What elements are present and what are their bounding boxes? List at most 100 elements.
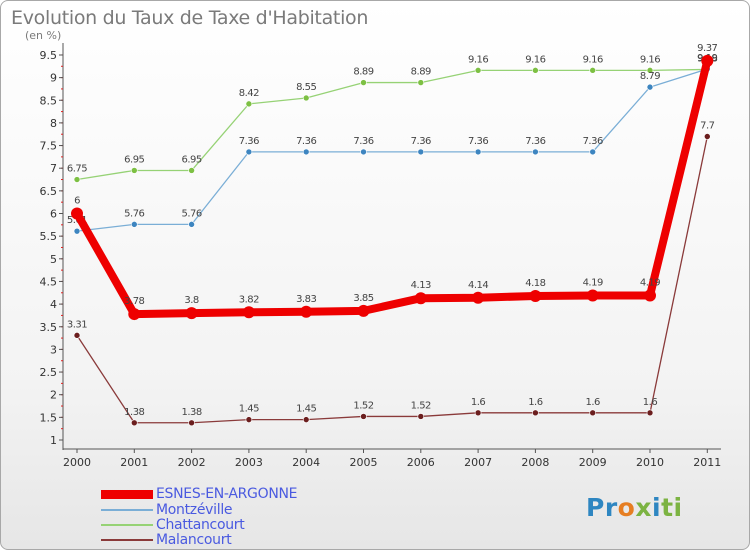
y-tick-label: 5.5 — [40, 230, 58, 243]
x-tick-label: 2002 — [178, 456, 206, 469]
data-label-esnes: 3.83 — [296, 294, 316, 305]
y-tick-label: 5 — [50, 253, 57, 266]
data-point-chattancourt — [646, 67, 654, 74]
data-point-esnes — [644, 289, 656, 302]
x-tick-label: 2008 — [521, 456, 549, 469]
data-point-esnes — [414, 292, 427, 305]
data-label-montzeville: 8.79 — [640, 71, 660, 82]
legend-swatch-montzeville — [101, 509, 153, 511]
data-point-malancourt — [417, 413, 425, 420]
data-point-esnes — [71, 207, 83, 220]
x-tick-label: 2003 — [235, 456, 263, 469]
data-label-malancourt: 1.38 — [124, 407, 144, 418]
y-tick-label: 6 — [50, 208, 57, 221]
data-point-esnes — [185, 307, 198, 320]
y-minor-tick — [61, 246, 63, 248]
data-point-chattancourt — [131, 167, 138, 174]
chart-subtitle: (en %) — [25, 29, 62, 42]
data-label-malancourt: 1.52 — [411, 400, 431, 411]
data-label-chattancourt: 9.16 — [583, 54, 603, 65]
y-minor-tick — [61, 428, 63, 430]
y-tick-label: 2 — [50, 389, 57, 402]
y-tick-label: 1 — [50, 434, 57, 447]
logo-letter: P — [586, 493, 605, 522]
data-label-montzeville: 7.36 — [239, 136, 259, 147]
data-point-esnes — [529, 289, 542, 302]
y-minor-tick — [61, 224, 63, 226]
y-minor-tick — [61, 156, 63, 158]
y-tick-label: 6.5 — [40, 185, 58, 198]
x-tick-label: 2004 — [292, 456, 320, 469]
data-label-esnes: 4.13 — [411, 280, 431, 291]
y-minor-tick — [61, 337, 63, 339]
y-tick-label: 4.5 — [40, 275, 58, 288]
data-point-malancourt — [474, 409, 482, 417]
y-minor-tick — [61, 382, 63, 384]
data-point-esnes — [357, 304, 370, 317]
data-label-esnes: 9.37 — [697, 43, 717, 54]
data-point-malancourt — [532, 409, 539, 417]
data-point-montzeville — [474, 148, 482, 156]
data-point-chattancourt — [73, 176, 81, 183]
data-point-chattancourt — [532, 67, 539, 74]
data-point-montzeville — [417, 148, 425, 156]
legend-item-esnes: ESNES-EN-ARGONNE — [101, 486, 401, 502]
series-line-esnes — [73, 56, 712, 319]
data-point-montzeville — [188, 221, 195, 228]
data-point-malancourt — [360, 413, 367, 420]
data-label-malancourt: 1.6 — [528, 397, 543, 408]
data-label-chattancourt: 9.16 — [468, 54, 488, 65]
data-point-chattancourt — [188, 167, 195, 174]
x-tick-label: 2009 — [579, 456, 607, 469]
x-tick-label: 2011 — [693, 456, 721, 469]
data-label-esnes: 4.19 — [583, 277, 603, 288]
data-point-malancourt — [73, 332, 81, 339]
data-point-montzeville — [131, 221, 138, 228]
legend-item-montzeville: Montzéville — [101, 502, 401, 518]
data-label-chattancourt: 8.89 — [353, 67, 373, 78]
data-label-malancourt: 1.6 — [585, 397, 600, 408]
y-tick-label: 1.5 — [40, 411, 58, 424]
data-label-malancourt: 1.52 — [353, 400, 373, 411]
y-tick-label: 8 — [50, 117, 57, 130]
y-minor-tick — [61, 201, 63, 203]
data-point-esnes — [242, 306, 255, 319]
y-tick-label: 4 — [50, 298, 57, 311]
data-label-chattancourt: 6.75 — [67, 164, 87, 175]
x-tick-label: 2005 — [350, 456, 378, 469]
y-minor-tick — [61, 179, 63, 181]
series-line-malancourt — [76, 135, 708, 424]
data-point-esnes — [586, 289, 599, 302]
data-label-esnes: 4.14 — [468, 280, 488, 291]
data-label-esnes: 4.19 — [640, 277, 660, 288]
y-tick-label: 9 — [50, 72, 57, 85]
y-minor-tick — [61, 292, 63, 294]
data-point-malancourt — [131, 419, 138, 427]
data-label-chattancourt: 9.16 — [525, 54, 545, 65]
y-tick-label: 7 — [50, 162, 57, 175]
data-label-esnes: 3.82 — [239, 294, 259, 305]
data-label-esnes: 3.78 — [124, 296, 144, 307]
data-label-malancourt: 1.38 — [181, 407, 201, 418]
data-label-chattancourt: 6.95 — [124, 154, 144, 165]
y-tick-label: 3.5 — [40, 321, 58, 334]
data-label-malancourt: 1.6 — [471, 397, 486, 408]
data-point-malancourt — [589, 409, 597, 417]
data-label-montzeville: 7.36 — [353, 136, 373, 147]
data-label-chattancourt: 8.89 — [411, 67, 431, 78]
y-tick-label: 2.5 — [40, 366, 58, 379]
data-point-chattancourt — [589, 67, 597, 74]
legend-item-malancourt: Malancourt — [101, 532, 401, 548]
data-point-esnes — [300, 305, 313, 318]
y-minor-tick — [61, 111, 63, 113]
proxiti-logo: Proxiti — [586, 493, 683, 522]
data-label-montzeville: 7.36 — [583, 136, 603, 147]
data-label-malancourt: 1.6 — [643, 397, 658, 408]
data-point-esnes — [128, 308, 141, 321]
data-label-esnes: 3.85 — [353, 293, 373, 304]
legend-swatch-malancourt — [101, 539, 153, 541]
data-label-esnes: 3.8 — [184, 295, 199, 306]
x-tick-label: 2000 — [63, 456, 91, 469]
x-tick-label: 2006 — [407, 456, 435, 469]
